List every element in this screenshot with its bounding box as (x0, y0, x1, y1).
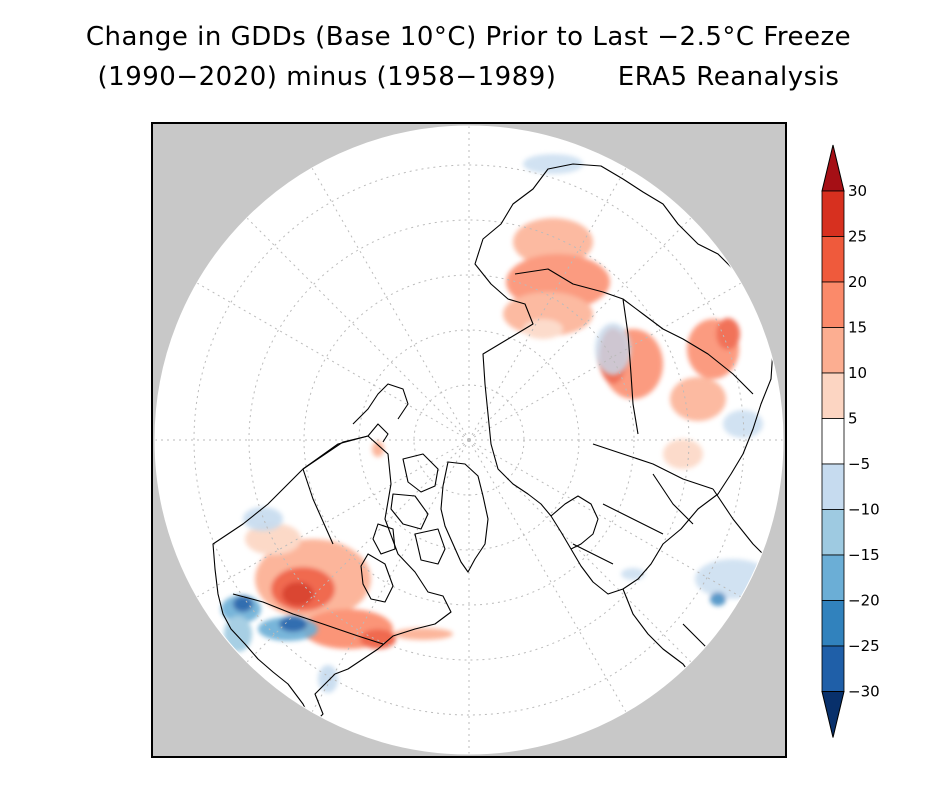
anomaly-patch (523, 154, 583, 174)
anomaly-patch (663, 439, 703, 469)
coastline-hudson-bay (360, 553, 394, 603)
meridian-line (468, 217, 692, 441)
anomaly-patch (245, 523, 301, 555)
meridian-line (246, 439, 470, 663)
anomaly-patch (670, 377, 726, 421)
anomaly-patch (716, 318, 740, 350)
colorbar-label: 25 (848, 228, 867, 246)
meridian-line (196, 282, 470, 441)
colorbar-segment (821, 281, 845, 328)
colorbar-label: −10 (848, 501, 880, 519)
colorbar-label: 30 (848, 182, 867, 200)
colorbar-segment (821, 372, 845, 419)
colorbar-segment (821, 645, 845, 692)
colorbar-label: −20 (848, 592, 880, 610)
anomaly-patch (393, 628, 453, 640)
graticule (155, 126, 783, 754)
coastline-alaska (302, 423, 389, 470)
meridian-line (468, 167, 627, 441)
polar-map (154, 125, 784, 755)
colorbar-label: 20 (848, 273, 867, 291)
colorbar-label: −25 (848, 637, 880, 655)
coastline-eurasia (474, 163, 774, 595)
anomaly-patch (710, 592, 726, 606)
colorbar-segment (821, 600, 845, 647)
latitude-circle (303, 274, 635, 606)
colorbar: 30 25 20 15 10 5 −5 −10 −15 −20 −25 −30 (800, 140, 937, 740)
map-title-line-2: (1990−2020) minus (1958−1989) ERA5 Reana… (97, 62, 840, 92)
anomaly-patch (360, 629, 396, 649)
coastline-arctic-islands (372, 453, 446, 565)
colorbar-segment (821, 190, 845, 237)
colorbar-segment (821, 327, 845, 374)
colorbar-label: −5 (848, 455, 870, 473)
meridian-line (311, 167, 470, 441)
coastlines (212, 163, 774, 730)
anomaly-patch (243, 507, 283, 531)
anomaly-patch (723, 410, 763, 438)
meridian-line (468, 439, 627, 713)
colorbar-segment (821, 418, 845, 465)
border-eurasia (514, 268, 774, 565)
meridian-line (468, 439, 742, 598)
anomaly-patch (282, 582, 314, 606)
anomaly-patch (372, 441, 384, 457)
latitude-circle (193, 164, 745, 716)
colorbar-label: 10 (848, 364, 867, 382)
anomaly-patch (621, 568, 645, 580)
meridian-line (468, 439, 692, 663)
border-canada-alaska (302, 468, 334, 545)
anomaly-patch (318, 665, 338, 693)
coastline-greenland (440, 461, 489, 573)
colorbar-label: 15 (848, 319, 867, 337)
anomaly-patch (233, 596, 253, 612)
latitude-circle (248, 219, 690, 661)
colorbar-label: −15 (848, 546, 880, 564)
map-disk-edge (154, 125, 784, 755)
colorbar-label: 5 (848, 410, 858, 428)
map-frame (151, 122, 787, 758)
meridian-line (246, 217, 470, 441)
colorbar-svg: 30 25 20 15 10 5 −5 −10 −15 −20 −25 −30 (821, 144, 880, 738)
colorbar-segment (821, 509, 845, 556)
colorbar-arrow-top (821, 144, 845, 192)
meridian-line (468, 282, 742, 441)
coastline-north-america (212, 435, 452, 725)
colorbar-arrow-bottom (821, 691, 845, 738)
anomaly-patch (279, 616, 307, 632)
meridian-line (196, 439, 470, 598)
map-title-line-1: Change in GDDs (Base 10°C) Prior to Last… (85, 22, 852, 52)
anomaly-patch (224, 616, 252, 652)
colorbar-segment (821, 554, 845, 601)
meridian-line (311, 439, 470, 713)
coastline-scandinavia (550, 495, 599, 550)
border-us-canada (232, 593, 384, 645)
coastline-chukotka (352, 383, 409, 425)
anomaly-patch (513, 218, 593, 266)
colorbar-label: −30 (848, 683, 880, 701)
colorbar-segment (821, 236, 845, 283)
anomaly-patch (595, 323, 631, 375)
colorbar-segment (821, 463, 845, 510)
